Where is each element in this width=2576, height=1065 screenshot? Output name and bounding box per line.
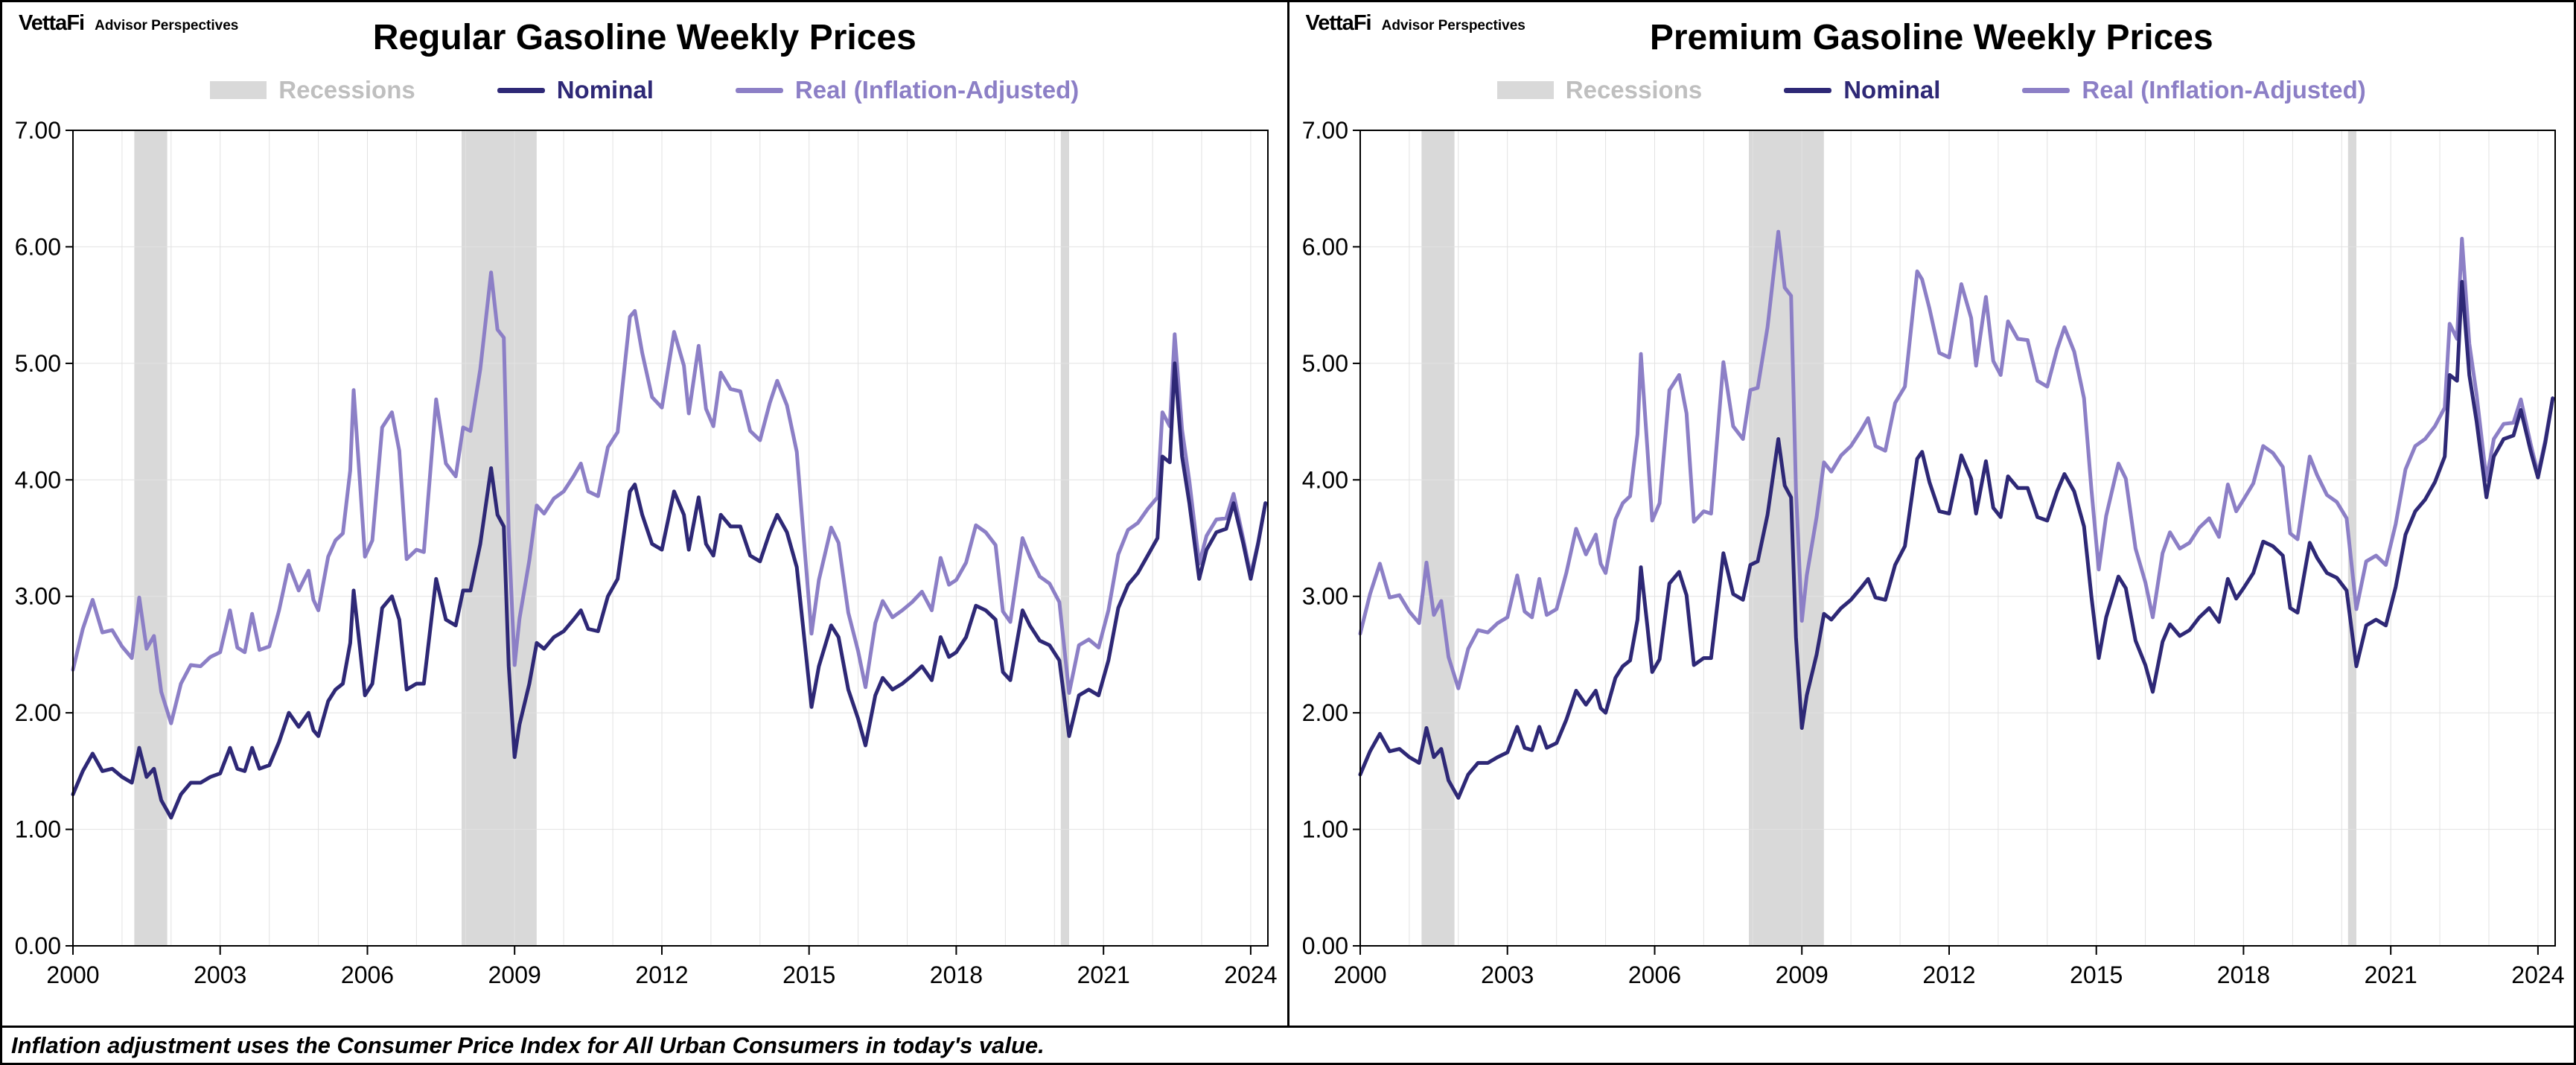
chart-title-regular: Regular Gasoline Weekly Prices — [372, 18, 916, 57]
series-nominal — [1358, 280, 2554, 800]
x-axis-label: 2021 — [1077, 961, 1130, 988]
recession-swatch — [210, 81, 267, 100]
x-axis-label: 2009 — [488, 961, 541, 988]
branding: VettaFi Advisor Perspectives — [19, 11, 238, 36]
advisor-perspectives-label: Advisor Perspectives — [1381, 18, 1525, 34]
legend-label-nominal: Nominal — [1843, 76, 1941, 104]
advisor-perspectives-label: Advisor Perspectives — [95, 18, 239, 34]
x-axis-label: 2018 — [2216, 961, 2269, 988]
real-line-swatch — [2022, 87, 2070, 93]
recession-swatch — [1496, 81, 1554, 100]
x-axis-label: 2000 — [46, 961, 99, 988]
legend-item-real: Real (Inflation-Adjusted) — [2022, 76, 2366, 104]
regular-gasoline-price-chart: 0.00 1.00 2.00 3.00 4.00 5.00 6.00 7.00 2000 2003… — [15, 119, 1278, 988]
y-axis-label: 5.00 — [1301, 350, 1348, 377]
legend-label-nominal: Nominal — [556, 76, 654, 104]
x-axis-label: 2009 — [1775, 961, 1828, 988]
y-axis-label: 0.00 — [1301, 932, 1348, 959]
y-axis-label: 3.00 — [15, 583, 61, 610]
premium-gasoline-price-chart: 0.00 1.00 2.00 3.00 4.00 5.00 6.00 7.00 2000 2003… — [1301, 119, 2564, 988]
x-axis-label: 2024 — [1224, 961, 1277, 988]
charts-row: VettaFi Advisor Perspectives Regular Gas… — [2, 2, 2574, 1026]
chart-title-premium: Premium Gasoline Weekly Prices — [1649, 18, 2213, 57]
legend-regular: Recessions Nominal Real (Inflation-Adjus… — [2, 74, 1287, 106]
x-axis-label: 2021 — [2364, 961, 2417, 988]
legend-item-recessions: Recessions — [1496, 76, 1703, 104]
legend-label-real: Real (Inflation-Adjusted) — [794, 76, 1080, 104]
legend-item-recessions: Recessions — [210, 76, 415, 104]
recession-band — [462, 130, 537, 947]
vettafi-logo: VettaFi — [19, 11, 85, 35]
nominal-line-swatch — [497, 87, 545, 93]
recession-band — [134, 130, 168, 947]
x-axis-label: 2003 — [1481, 961, 1534, 988]
x-axis-label: 2000 — [1333, 961, 1386, 988]
y-axis-label: 3.00 — [1301, 583, 1348, 610]
x-axis-label: 2024 — [2511, 961, 2564, 988]
x-axis-label: 2012 — [635, 961, 688, 988]
y-axis-label: 6.00 — [1301, 234, 1348, 261]
y-axis-label: 4.00 — [1301, 466, 1348, 493]
series-real — [1358, 229, 2554, 690]
y-axis-label: 7.00 — [15, 119, 61, 144]
x-axis-label: 2012 — [1922, 961, 1975, 988]
y-axis-label: 4.00 — [15, 466, 61, 493]
nominal-line-swatch — [1784, 87, 1832, 93]
y-axis-label: 5.00 — [15, 350, 61, 377]
series-real — [71, 270, 1268, 725]
premium-chart-panel: VettaFi Advisor Perspectives Premium Gas… — [1289, 2, 2575, 1026]
inflation-note: Inflation adjustment uses the Consumer P… — [11, 1031, 1045, 1058]
y-axis-label: 1.00 — [15, 816, 61, 843]
x-axis-label: 2006 — [341, 961, 394, 988]
y-axis-label: 2.00 — [15, 699, 61, 726]
x-axis-label: 2018 — [930, 961, 983, 988]
x-axis-label: 2015 — [782, 961, 835, 988]
recession-band — [2347, 130, 2356, 947]
regular-chart-panel: VettaFi Advisor Perspectives Regular Gas… — [2, 2, 1289, 1026]
y-axis-label: 6.00 — [15, 234, 61, 261]
x-axis-label: 2015 — [2070, 961, 2123, 988]
legend-item-real: Real (Inflation-Adjusted) — [735, 76, 1080, 104]
legend-label-real: Real (Inflation-Adjusted) — [2082, 76, 2366, 104]
recession-band — [1060, 130, 1069, 947]
y-axis-label: 1.00 — [1301, 816, 1348, 843]
series-nominal — [71, 361, 1268, 820]
y-axis-label: 2.00 — [1301, 699, 1348, 726]
legend-item-nominal: Nominal — [1784, 76, 1940, 104]
legend-item-nominal: Nominal — [497, 76, 654, 104]
x-axis-label: 2006 — [1627, 961, 1680, 988]
y-axis-label: 7.00 — [1301, 119, 1348, 144]
recession-band — [1421, 130, 1455, 947]
legend-label-recessions: Recessions — [278, 76, 415, 104]
branding: VettaFi Advisor Perspectives — [1306, 11, 1525, 36]
y-axis-label: 0.00 — [15, 932, 61, 959]
legend-premium: Recessions Nominal Real (Inflation-Adjus… — [1289, 74, 2575, 106]
legend-label-recessions: Recessions — [1565, 76, 1703, 104]
x-axis-label: 2003 — [194, 961, 246, 988]
plot-frame — [1359, 130, 2556, 947]
vettafi-logo: VettaFi — [1305, 11, 1372, 35]
plot-frame — [72, 130, 1269, 947]
footnote-bar: Inflation adjustment uses the Consumer P… — [2, 1026, 2574, 1063]
real-line-swatch — [735, 87, 783, 93]
